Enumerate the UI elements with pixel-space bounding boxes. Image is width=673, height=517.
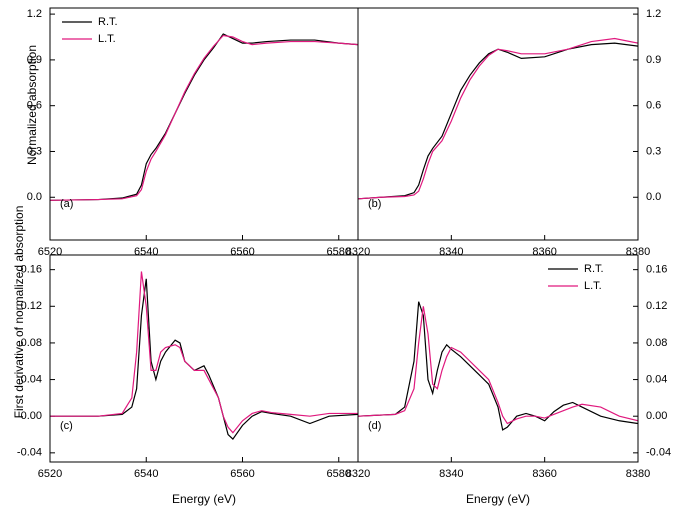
- x-tick-label: 8360: [532, 468, 556, 480]
- y-tick-label: 0.6: [646, 100, 661, 112]
- y-tick-label: 0.12: [21, 300, 42, 312]
- x-tick-label: 6540: [134, 246, 158, 258]
- y-tick-label: 0.08: [21, 337, 42, 349]
- panel-label: (a): [60, 198, 73, 210]
- legend-label: R.T.: [98, 16, 118, 28]
- data-line: [50, 278, 358, 441]
- data-line: [50, 34, 358, 201]
- plot-area: [358, 301, 638, 431]
- x-tick-label: 8320: [346, 468, 370, 480]
- x-tick-label: 8360: [532, 246, 556, 258]
- x-axis-label: Energy (eV): [466, 492, 530, 506]
- data-line: [358, 306, 638, 425]
- x-tick-label: 6560: [230, 246, 254, 258]
- plot-area: [50, 33, 358, 201]
- y-tick-label: 0.04: [21, 373, 42, 385]
- y-axis-label: Normalized absorption: [25, 45, 39, 165]
- plot-area: [50, 271, 358, 441]
- plot-frame: [49, 7, 359, 241]
- y-tick-label: 0.00: [646, 410, 667, 422]
- y-tick-label: 0.00: [21, 410, 42, 422]
- y-tick-label: 0.08: [646, 337, 667, 349]
- y-tick-label: 0.3: [646, 145, 661, 157]
- y-tick-label: 0.04: [646, 373, 667, 385]
- y-tick-label: 0.16: [21, 264, 42, 276]
- plot-frame: [357, 7, 639, 241]
- data-line: [358, 301, 638, 431]
- x-tick-label: 6520: [38, 468, 62, 480]
- y-tick-label: 0.6: [27, 100, 42, 112]
- legend-label: L.T.: [584, 280, 602, 292]
- y-tick-label: 0.0: [27, 191, 42, 203]
- y-tick-label: 0.3: [27, 145, 42, 157]
- x-axis-label: Energy (eV): [172, 492, 236, 506]
- data-line: [358, 37, 638, 200]
- plot-frame: [49, 254, 359, 463]
- data-line: [50, 271, 358, 434]
- y-tick-label: 0.9: [27, 54, 42, 66]
- y-tick-label: 0.16: [646, 264, 667, 276]
- plot-frame: [357, 254, 639, 463]
- y-tick-label: 0.0: [646, 191, 661, 203]
- x-tick-label: 8340: [439, 246, 463, 258]
- y-axis-label: First derivative of normalized absorptio…: [12, 206, 26, 419]
- y-tick-label: 0.9: [646, 54, 661, 66]
- panel-label: (c): [60, 420, 73, 432]
- x-tick-label: 8380: [626, 468, 650, 480]
- x-tick-label: 6540: [134, 468, 158, 480]
- data-line: [358, 42, 638, 200]
- x-tick-label: 6580: [327, 468, 351, 480]
- y-tick-label: 1.2: [646, 8, 661, 20]
- x-tick-label: 8340: [439, 468, 463, 480]
- x-tick-label: 6560: [230, 468, 254, 480]
- y-tick-label: 1.2: [27, 8, 42, 20]
- panel-label: (b): [368, 198, 381, 210]
- y-tick-label: -0.04: [17, 447, 42, 459]
- legend-label: L.T.: [98, 33, 116, 45]
- panel-label: (d): [368, 420, 381, 432]
- y-tick-label: -0.04: [646, 447, 671, 459]
- legend-label: R.T.: [584, 263, 604, 275]
- y-tick-label: 0.12: [646, 300, 667, 312]
- plot-area: [358, 37, 638, 200]
- data-line: [50, 33, 358, 201]
